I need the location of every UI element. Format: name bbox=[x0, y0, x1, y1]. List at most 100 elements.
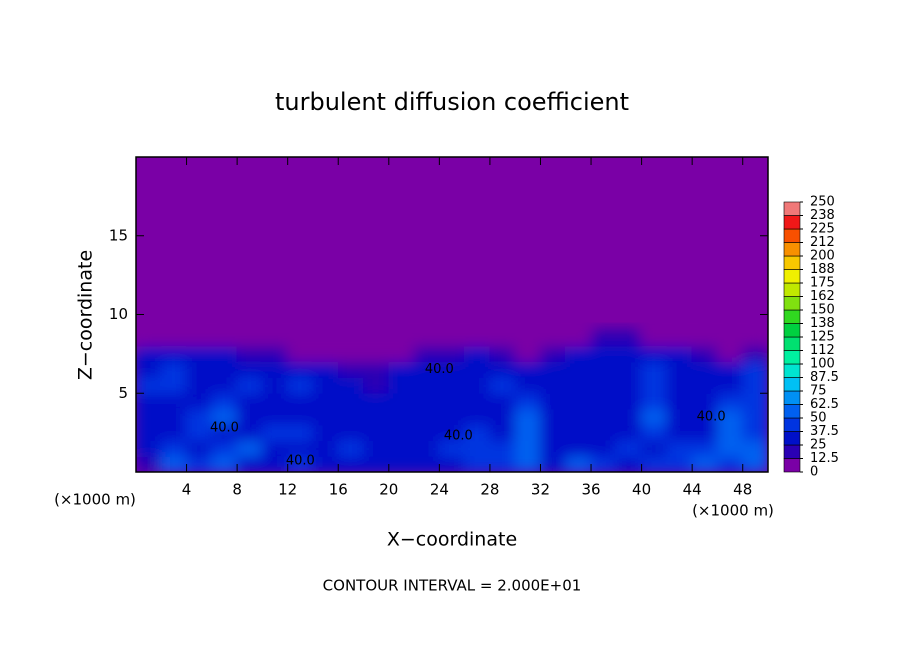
field-cell bbox=[312, 345, 339, 363]
field-cell bbox=[565, 455, 592, 472]
field-cell bbox=[489, 455, 516, 472]
colorbar-label: 250 bbox=[810, 195, 835, 210]
field-cell bbox=[666, 345, 693, 363]
field-cell bbox=[539, 455, 567, 472]
field-cell bbox=[136, 377, 162, 394]
field-cell bbox=[160, 377, 188, 394]
field bbox=[136, 329, 768, 472]
field-cell bbox=[312, 408, 339, 426]
field-cell bbox=[565, 345, 592, 363]
field-cell bbox=[186, 361, 213, 378]
field-cell bbox=[413, 361, 440, 378]
field-cell bbox=[413, 345, 440, 363]
field-cell bbox=[413, 329, 440, 347]
field-cell bbox=[464, 392, 491, 410]
x-unit: (×1000 m) bbox=[692, 502, 774, 520]
x-tick-label: 4 bbox=[182, 481, 192, 499]
field-cell bbox=[413, 408, 440, 426]
field-cell bbox=[261, 329, 289, 347]
field-cell bbox=[312, 329, 339, 347]
field-cell bbox=[136, 424, 162, 441]
field-cell bbox=[261, 392, 289, 410]
y-tick-label: 15 bbox=[109, 226, 128, 244]
field-cell bbox=[413, 455, 440, 472]
field-cell bbox=[489, 345, 516, 363]
colorbar-label: 62.5 bbox=[810, 397, 839, 412]
field-cell bbox=[615, 361, 643, 378]
x-tick-label: 40 bbox=[632, 481, 651, 499]
field-cell bbox=[615, 377, 643, 394]
field-cells bbox=[136, 329, 768, 472]
colorbar-label: 212 bbox=[810, 235, 835, 250]
field-cell bbox=[539, 345, 567, 363]
colorbar-swatch bbox=[783, 458, 801, 473]
field-cell bbox=[413, 440, 440, 457]
field-cell bbox=[136, 455, 162, 472]
field-cell bbox=[666, 361, 693, 378]
field-cell bbox=[438, 345, 466, 363]
field-cell bbox=[590, 377, 617, 394]
field-cell bbox=[565, 408, 592, 426]
field-cell bbox=[691, 424, 718, 441]
field-cell bbox=[388, 424, 415, 441]
field-cell bbox=[716, 392, 744, 410]
field-cell bbox=[388, 440, 415, 457]
field-cell bbox=[363, 345, 390, 363]
field-cell bbox=[716, 455, 744, 472]
field-cell bbox=[287, 361, 314, 378]
field-cell bbox=[641, 440, 668, 457]
field-cell bbox=[186, 392, 213, 410]
field-cell bbox=[136, 329, 162, 347]
field-cell bbox=[716, 345, 744, 363]
field-cell bbox=[388, 361, 415, 378]
colorbar-swatch bbox=[783, 363, 801, 378]
field-cell bbox=[160, 455, 188, 472]
colorbar-swatch bbox=[783, 242, 801, 257]
colorbar-swatch bbox=[783, 269, 801, 284]
field-cell bbox=[388, 329, 415, 347]
colorbar-label: 50 bbox=[810, 411, 827, 426]
colorbar-label: 125 bbox=[810, 330, 835, 345]
field-cell bbox=[666, 377, 693, 394]
field-cell bbox=[312, 440, 339, 457]
field-cell bbox=[565, 377, 592, 394]
footnote: CONTOUR INTERVAL = 2.000E+01 bbox=[323, 577, 582, 595]
field-cell bbox=[565, 424, 592, 441]
field-cell bbox=[136, 440, 162, 457]
field-cell bbox=[489, 361, 516, 378]
field-cell bbox=[261, 361, 289, 378]
colorbar-label: 138 bbox=[810, 316, 835, 331]
field-cell bbox=[388, 345, 415, 363]
y-axis-label: Z−coordinate bbox=[75, 250, 97, 380]
field-cell bbox=[211, 345, 238, 363]
colorbar-label: 87.5 bbox=[810, 370, 839, 385]
x-tick-label: 24 bbox=[430, 481, 449, 499]
field-cell bbox=[641, 408, 668, 426]
y-tick-label: 5 bbox=[118, 384, 128, 402]
colorbar-swatch bbox=[783, 201, 801, 216]
field-cell bbox=[186, 424, 213, 441]
field-cell bbox=[186, 440, 213, 457]
field-cell bbox=[438, 440, 466, 457]
field-cell bbox=[489, 377, 516, 394]
field-cell bbox=[565, 361, 592, 378]
field-cell bbox=[160, 408, 188, 426]
colorbar-swatch bbox=[783, 431, 801, 446]
field-cell bbox=[337, 440, 365, 457]
colorbar-label: 162 bbox=[810, 289, 835, 304]
field-cell bbox=[363, 361, 390, 378]
field-cell bbox=[742, 377, 768, 394]
field-cell bbox=[261, 345, 289, 363]
field-cell bbox=[742, 329, 768, 347]
colorbar-swatch bbox=[783, 444, 801, 459]
field-cell bbox=[287, 408, 314, 426]
field-cell bbox=[691, 408, 718, 426]
field-cell bbox=[211, 361, 238, 378]
field-cell bbox=[666, 408, 693, 426]
field-cell bbox=[716, 424, 744, 441]
field-cell bbox=[312, 361, 339, 378]
field-cell bbox=[160, 392, 188, 410]
field-cell bbox=[337, 345, 365, 363]
field-cell bbox=[742, 345, 768, 363]
field-cell bbox=[312, 424, 339, 441]
